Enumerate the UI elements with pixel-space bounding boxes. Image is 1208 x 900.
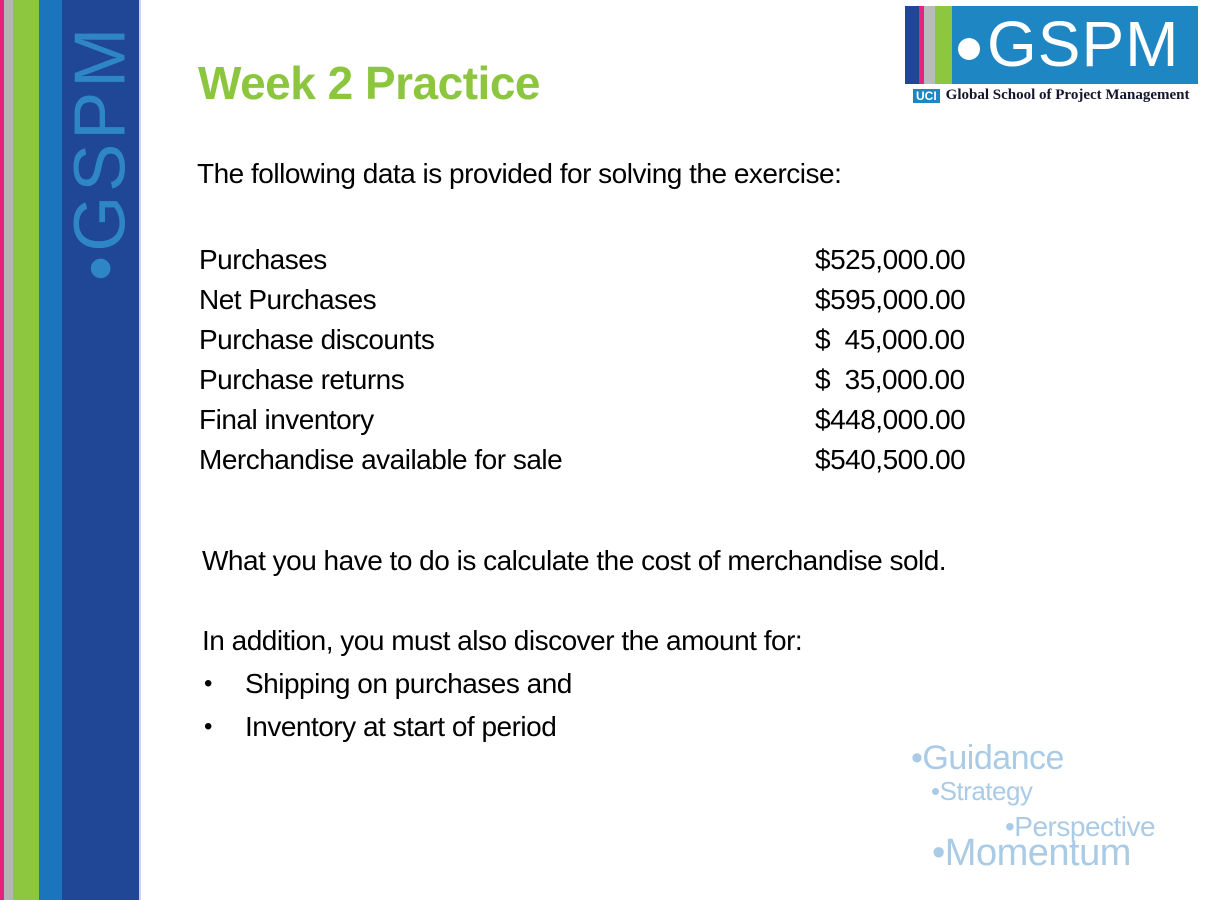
table-row: Net Purchases $595,000.00 bbox=[199, 280, 966, 320]
bullet-icon: • bbox=[204, 713, 212, 740]
table-row: Merchandise available for sale $540,500.… bbox=[199, 440, 966, 480]
watermark-guidance: •Guidance bbox=[911, 739, 1064, 777]
row-label: Purchase discounts bbox=[199, 324, 435, 355]
additional-text: In addition, you must also discover the … bbox=[202, 625, 803, 656]
page-title: Week 2 Practice bbox=[198, 57, 541, 109]
logo-stripe-gray bbox=[924, 6, 935, 84]
list-item-text: Inventory at start of period bbox=[245, 711, 557, 742]
table-row: Final inventory $448,000.00 bbox=[199, 400, 966, 440]
left-stripe-blue bbox=[39, 0, 62, 900]
list-item: • Shipping on purchases and bbox=[204, 662, 572, 705]
left-band-dark-blue bbox=[62, 0, 141, 900]
table-row: Purchase discounts $ 45,000.00 bbox=[199, 320, 965, 360]
table-row: Purchases $525,000.00 bbox=[199, 240, 966, 280]
row-value: $448,000.00 bbox=[815, 404, 966, 435]
row-label: Purchases bbox=[199, 244, 327, 275]
gspm-logo-main: GSPM bbox=[905, 6, 1198, 84]
intro-text: The following data is provided for solvi… bbox=[197, 158, 842, 189]
row-label: Purchase returns bbox=[199, 364, 405, 395]
logo-subtitle: Global School of Project Management bbox=[945, 87, 1190, 103]
list-item: • Inventory at start of period bbox=[204, 705, 572, 748]
left-stripe-gray bbox=[4, 0, 13, 900]
row-value: $ 35,000.00 bbox=[815, 364, 965, 395]
logo-blue-box: GSPM bbox=[952, 6, 1198, 84]
watermark-momentum: •Momentum bbox=[932, 832, 1131, 874]
task-text: What you have to do is calculate the cos… bbox=[202, 545, 947, 576]
row-value: $525,000.00 bbox=[815, 244, 966, 275]
logo-stripe-green bbox=[935, 6, 952, 84]
list-item-text: Shipping on purchases and bbox=[245, 668, 572, 699]
row-value: $ 45,000.00 bbox=[815, 324, 965, 355]
gspm-logo-subtitle-row: UCI Global School of Project Management bbox=[905, 87, 1198, 104]
gspm-logo: GSPM UCI Global School of Project Manage… bbox=[905, 6, 1198, 104]
logo-brand-text: GSPM bbox=[987, 8, 1180, 80]
logo-bullet-icon bbox=[958, 38, 980, 60]
row-label: Final inventory bbox=[199, 404, 374, 435]
logo-stripe-pink bbox=[919, 6, 924, 84]
row-value: $540,500.00 bbox=[815, 444, 966, 475]
uci-badge: UCI bbox=[913, 88, 940, 103]
watermark-perspective: •Perspective bbox=[1005, 811, 1156, 842]
row-label: Net Purchases bbox=[199, 284, 377, 315]
left-stripe-pink bbox=[0, 0, 4, 900]
vertical-gspm-brand: •GSPM bbox=[60, 23, 141, 281]
data-table: Purchases $525,000.00 Net Purchases $595… bbox=[199, 240, 966, 480]
bullet-icon: • bbox=[204, 670, 212, 697]
table-row: Purchase returns $ 35,000.00 bbox=[199, 360, 965, 400]
watermark-strategy: •Strategy bbox=[931, 776, 1033, 806]
bullet-list: • Shipping on purchases and • Inventory … bbox=[204, 662, 572, 748]
row-label: Merchandise available for sale bbox=[199, 444, 563, 475]
row-value: $595,000.00 bbox=[815, 284, 966, 315]
logo-stripe-darkblue bbox=[905, 6, 919, 84]
left-stripe-green bbox=[13, 0, 39, 900]
